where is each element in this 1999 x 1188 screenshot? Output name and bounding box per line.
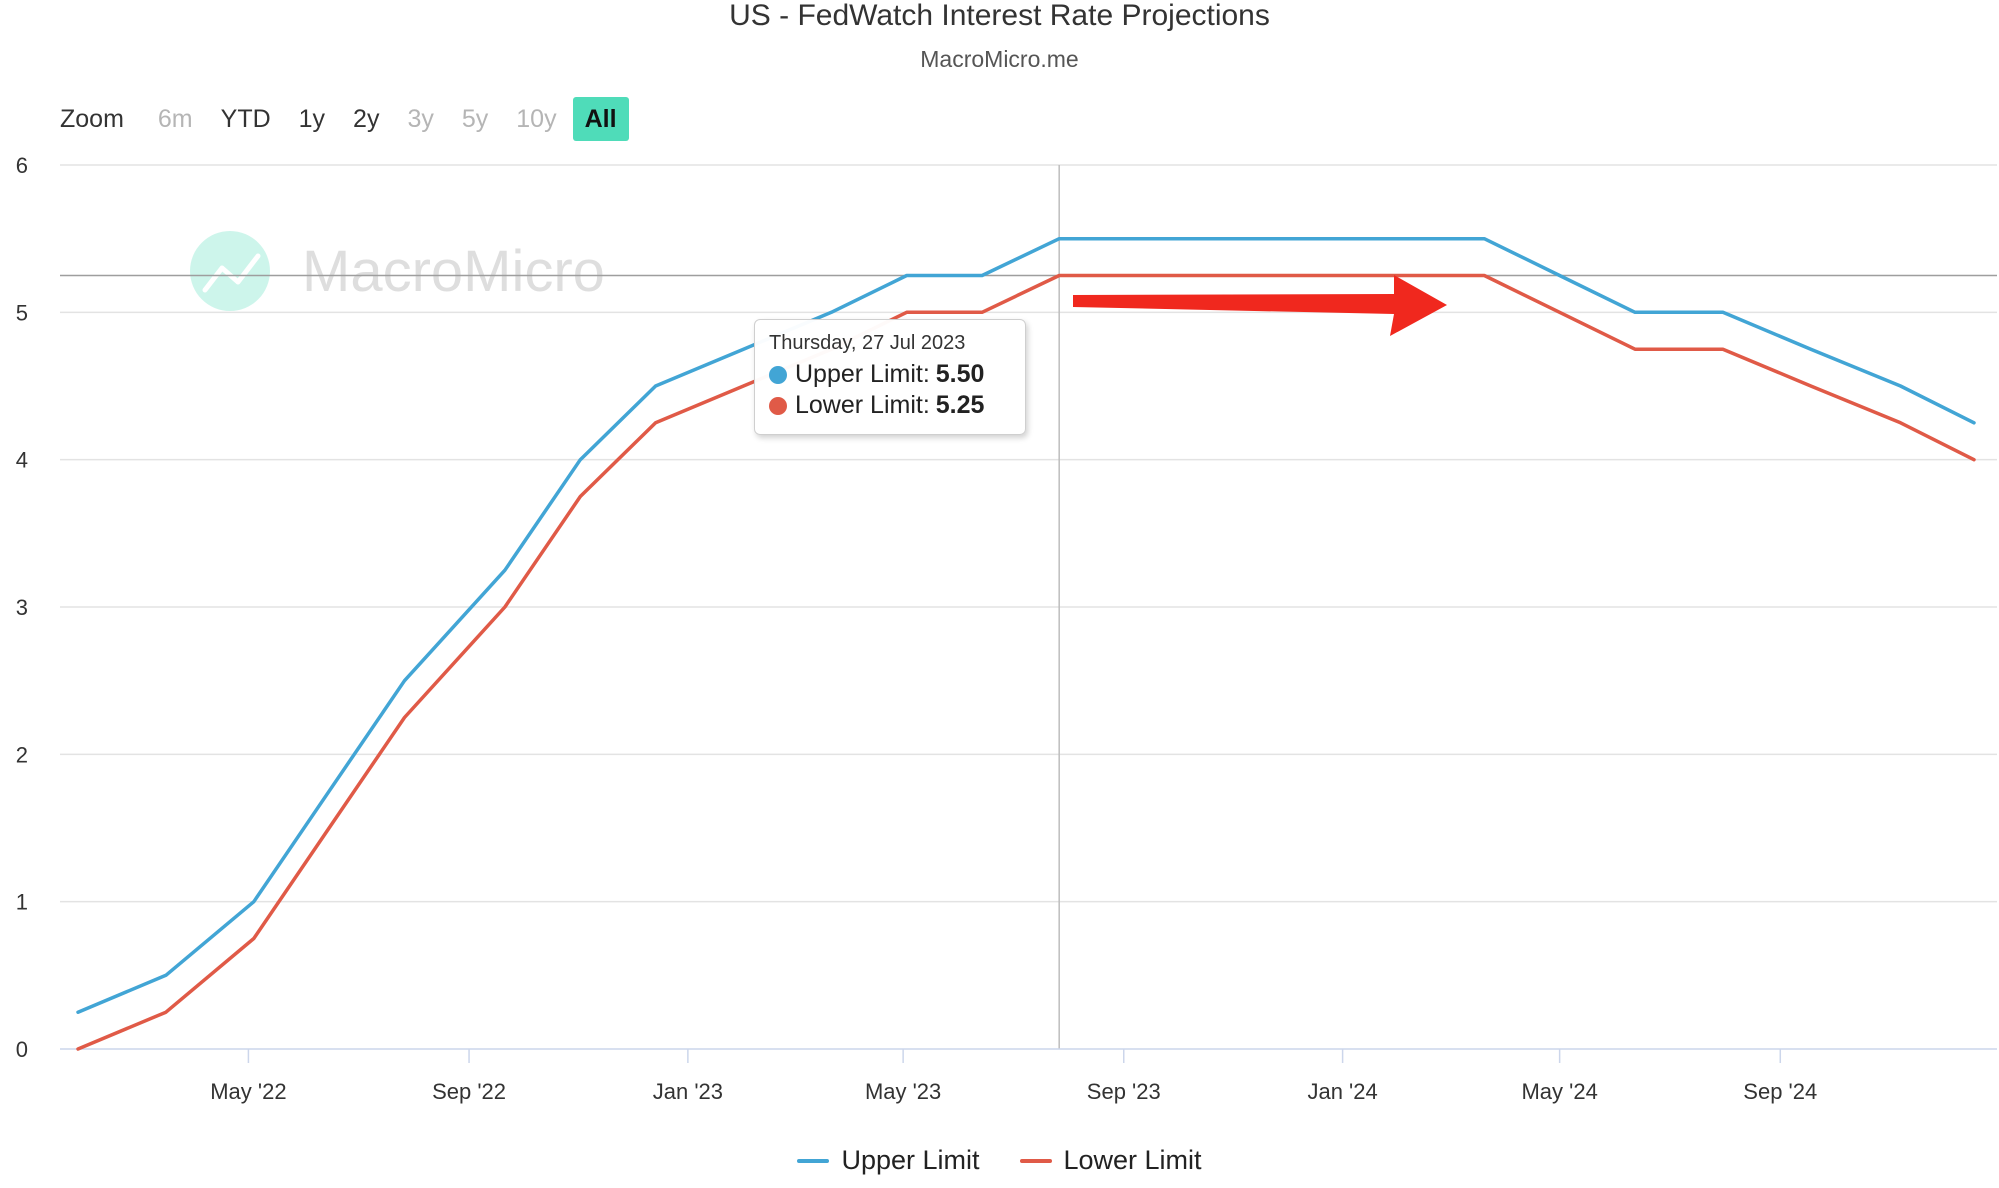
x-tick-label-2024-05-01: May '24 <box>1521 1079 1597 1104</box>
zoom-button-1y[interactable]: 1y <box>298 105 326 133</box>
y-tick-label-0: 0 <box>16 1037 28 1062</box>
zoom-button-6m[interactable]: 6m <box>157 105 193 133</box>
y-tick-label-3: 3 <box>16 595 28 620</box>
zoom-label: Zoom <box>60 104 124 133</box>
tooltip-row-upper: Upper Limit: 5.50 <box>769 359 1011 390</box>
zoom-button-5y[interactable]: 5y <box>461 105 489 133</box>
zoom-button-10y[interactable]: 10y <box>516 105 557 133</box>
series <box>76 236 1976 1051</box>
zoom-button-2y[interactable]: 2y <box>353 105 380 133</box>
tooltip-value-lower: 5.25 <box>935 391 985 419</box>
y-tick-label-1: 1 <box>16 890 28 915</box>
legend-item-upper[interactable]: Upper Limit <box>797 1145 980 1176</box>
annotation-arrow-icon <box>1073 275 1447 336</box>
x-tick-label-2024-01-01: Jan '24 <box>1307 1079 1377 1104</box>
zoom-button-ytd[interactable]: YTD <box>220 105 271 133</box>
watermark-text: MacroMicro <box>302 239 605 304</box>
tooltip-dot-lower <box>769 396 787 415</box>
x-tick-label-2023-09-01: Sep '23 <box>1087 1079 1161 1104</box>
legend-swatch-upper <box>797 1158 830 1163</box>
y-tick-label-6: 6 <box>16 153 28 178</box>
y-tick-label-2: 2 <box>16 742 28 767</box>
x-tick-label-2022-05-01: May '22 <box>210 1079 286 1104</box>
chart-title: US - FedWatch Interest Rate Projections <box>729 0 1270 32</box>
tooltip-label-upper: Upper Limit: <box>795 360 930 388</box>
x-tick-label-2022-09-01: Sep '22 <box>432 1079 506 1104</box>
y-tick-label-4: 4 <box>16 448 28 473</box>
legend-label-upper: Upper Limit <box>841 1145 980 1175</box>
tooltip: Thursday, 27 Jul 2023 Upper Limit: 5.50 … <box>754 319 1026 435</box>
legend-swatch-lower <box>1019 1158 1052 1163</box>
tooltip-row-lower: Lower Limit: 5.25 <box>769 390 1011 421</box>
y-tick-label-5: 5 <box>16 300 28 325</box>
tooltip-value-upper: 5.50 <box>935 360 985 388</box>
tooltip-dot-upper <box>769 365 787 384</box>
x-tick-label-2023-01-01: Jan '23 <box>653 1079 723 1104</box>
legend: Upper Limit Lower Limit <box>0 1145 1999 1176</box>
tooltip-label-lower: Lower Limit: <box>795 391 930 419</box>
zoom-bar: Zoom 6m YTD 1y 2y 3y 5y 10y All <box>60 97 633 141</box>
chart-subtitle: MacroMicro.me <box>920 46 1079 72</box>
axes: 0 1 2 3 4 5 6 May '22 Sep '22 Jan '23 May '23 Sep '… <box>16 153 1997 1104</box>
watermark-logo-icon <box>190 231 270 311</box>
series-line-upper <box>76 236 1976 1014</box>
grid <box>60 164 1997 1049</box>
watermark: MacroMicro <box>190 231 605 311</box>
series-line-lower <box>76 273 1976 1051</box>
annotations <box>1073 275 1447 336</box>
zoom-button-all[interactable]: All <box>572 97 629 141</box>
legend-item-lower[interactable]: Lower Limit <box>1019 1145 1202 1176</box>
tooltip-date: Thursday, 27 Jul 2023 <box>769 332 966 354</box>
zoom-button-3y[interactable]: 3y <box>407 105 434 133</box>
x-tick-label-2023-05-01: May '23 <box>865 1079 941 1104</box>
x-tick-label-2024-09-01: Sep '24 <box>1743 1079 1817 1104</box>
legend-label-lower: Lower Limit <box>1063 1145 1202 1175</box>
